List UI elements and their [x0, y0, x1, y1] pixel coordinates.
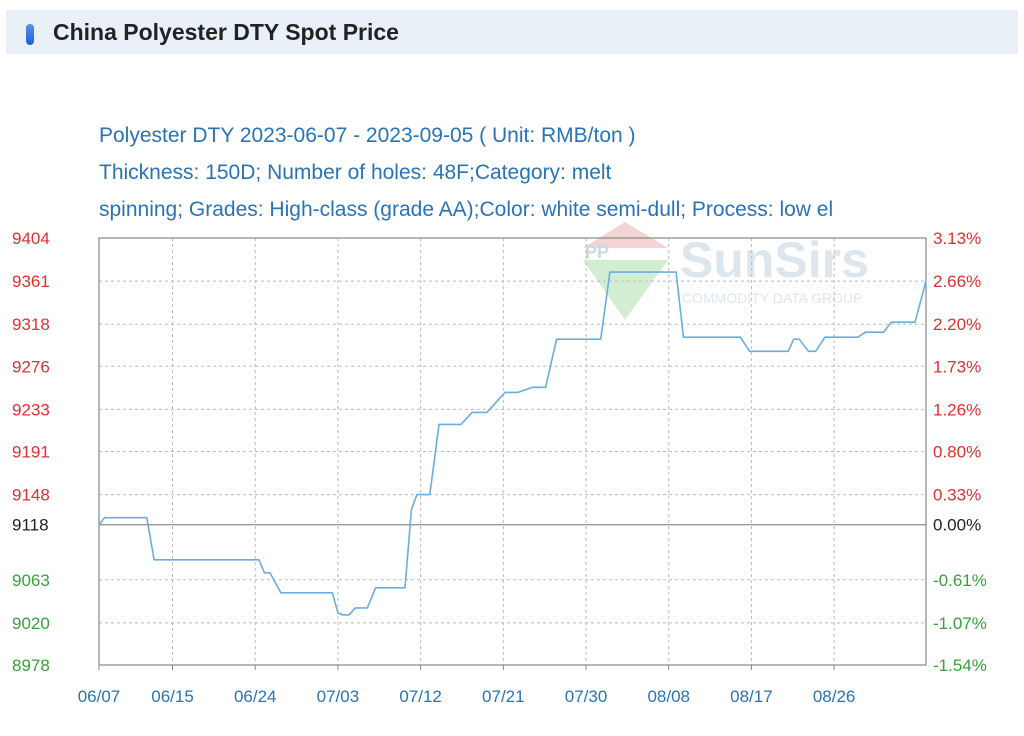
y-tick-label-right: -1.07%	[933, 614, 987, 633]
y-tick-label-left: 9118	[12, 516, 49, 535]
x-tick-label: 08/08	[647, 687, 690, 706]
y-tick-label-left: 9318	[12, 315, 50, 334]
y-tick-label-left: 9148	[12, 486, 50, 505]
x-tick-label: 08/26	[813, 687, 856, 706]
header-marker-icon	[26, 24, 34, 45]
y-tick-label-right: 0.33%	[933, 486, 981, 505]
y-tick-label-left: 9361	[12, 272, 50, 291]
y-tick-label-left: 8978	[12, 656, 50, 675]
y-tick-label-right: 2.20%	[933, 315, 981, 334]
y-tick-label-right: 1.26%	[933, 400, 981, 419]
y-tick-label-right: -1.54%	[933, 656, 987, 675]
y-tick-label-right: 2.66%	[933, 272, 981, 291]
y-tick-label-left: 9063	[12, 571, 50, 590]
y-tick-label-left: 9276	[12, 357, 50, 376]
y-tick-label-left: 9233	[12, 400, 50, 419]
y-tick-label-left: 9191	[12, 443, 50, 462]
y-tick-label-right: -0.61%	[933, 571, 987, 590]
price-series-line	[98, 271, 927, 616]
y-tick-label-left: 9404	[12, 229, 50, 248]
x-tick-label: 06/07	[78, 687, 121, 706]
y-tick-label-right: 1.73%	[933, 357, 981, 376]
watermark-brand: SunSirs	[680, 232, 869, 288]
x-tick-label: 06/15	[151, 687, 194, 706]
chart-subtitle-line3: spinning; Grades: High-class (grade AA);…	[99, 198, 834, 221]
x-tick-label: 07/03	[317, 687, 360, 706]
y-tick-label-right: 3.13%	[933, 229, 981, 248]
y-tick-label-left: 9020	[12, 614, 50, 633]
x-tick-label: 08/17	[730, 687, 773, 706]
sunsirs-watermark-logo: PP SunSirs COMMODITY DATA GROUP	[583, 222, 869, 320]
header-bar: China Polyester DTY Spot Price	[6, 10, 1018, 54]
plot-frame	[98, 237, 927, 666]
watermark-tagline: COMMODITY DATA GROUP	[682, 290, 862, 306]
y-tick-label-right: 0.00%	[933, 516, 981, 535]
x-tick-label: 07/12	[399, 687, 442, 706]
chart-subtitle-line2: Thickness: 150D; Number of holes: 48F;Ca…	[99, 161, 612, 184]
x-tick-label: 07/21	[482, 687, 525, 706]
x-tick-label: 07/30	[565, 687, 608, 706]
chart-subtitle-line1: Polyester DTY 2023-06-07 - 2023-09-05 ( …	[99, 124, 636, 147]
svg-text:PP: PP	[585, 242, 609, 262]
y-tick-label-right: 0.80%	[933, 443, 981, 462]
page-title: China Polyester DTY Spot Price	[53, 19, 399, 45]
x-tick-label: 06/24	[234, 687, 277, 706]
